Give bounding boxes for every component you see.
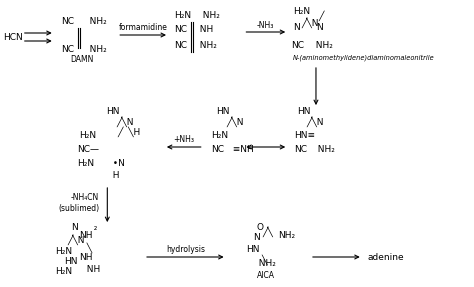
- Text: N: N: [72, 224, 78, 232]
- Text: -NH₃: -NH₃: [256, 20, 274, 30]
- Text: NH₂: NH₂: [254, 259, 276, 267]
- Text: NH₂: NH₂: [197, 11, 219, 20]
- Text: (sublimed): (sublimed): [58, 203, 100, 212]
- Text: HCN: HCN: [3, 34, 23, 42]
- Text: ╱  ╲H: ╱ ╲H: [117, 127, 140, 137]
- Text: NC: NC: [291, 42, 304, 51]
- Text: NH: NH: [80, 253, 93, 263]
- Text: ╱╲N: ╱╲N: [68, 235, 85, 245]
- Text: NC: NC: [62, 18, 74, 26]
- Text: ╱: ╱: [318, 11, 323, 21]
- Text: H₂N: H₂N: [210, 131, 228, 141]
- Text: NH₂: NH₂: [82, 46, 107, 55]
- Text: ≡NH: ≡NH: [227, 146, 253, 154]
- Text: H₂N: H₂N: [174, 11, 191, 20]
- Text: ₂: ₂: [89, 224, 98, 232]
- Text: O: O: [256, 224, 264, 232]
- Text: ╱╲N: ╱╲N: [116, 117, 134, 127]
- Text: H₂N: H₂N: [80, 131, 97, 141]
- Text: NC: NC: [294, 146, 307, 154]
- Text: hydrolysis: hydrolysis: [166, 245, 205, 255]
- Text: N: N: [293, 24, 300, 32]
- Text: AICA: AICA: [257, 271, 275, 280]
- Text: HN≡: HN≡: [294, 131, 315, 141]
- Text: ╱╲N: ╱╲N: [301, 18, 319, 28]
- Text: NH₂: NH₂: [278, 230, 295, 239]
- Text: HN: HN: [64, 257, 78, 267]
- Text: HN: HN: [246, 245, 260, 255]
- Text: H: H: [107, 170, 120, 179]
- Text: NC: NC: [62, 46, 74, 55]
- Text: NC—: NC—: [78, 146, 100, 154]
- Text: H₂N: H₂N: [78, 158, 95, 168]
- Text: N-(aminomethylidene)diaminomaleonitrile: N-(aminomethylidene)diaminomaleonitrile: [293, 55, 435, 61]
- Text: NH₂: NH₂: [310, 42, 333, 51]
- Text: N: N: [254, 234, 260, 243]
- Text: NC: NC: [174, 42, 187, 51]
- Text: NC: NC: [174, 26, 187, 34]
- Text: NH₂: NH₂: [194, 42, 217, 51]
- Text: •N: •N: [107, 158, 125, 168]
- Text: N: N: [316, 24, 323, 32]
- Text: H₂N: H₂N: [293, 7, 310, 16]
- Text: H₂N: H₂N: [55, 267, 72, 276]
- Text: ╱╲: ╱╲: [262, 227, 273, 237]
- Text: ╲: ╲: [261, 255, 267, 265]
- Text: NC: NC: [210, 146, 224, 154]
- Text: ╱╲N: ╱╲N: [227, 117, 244, 127]
- Text: DAMN: DAMN: [70, 55, 93, 65]
- Text: HN: HN: [217, 108, 230, 117]
- Text: NH: NH: [194, 26, 213, 34]
- Text: NH: NH: [82, 265, 101, 274]
- Text: NH: NH: [80, 230, 93, 239]
- Text: H₂N: H₂N: [55, 247, 72, 257]
- Text: formamidine: formamidine: [118, 24, 167, 32]
- Text: adenine: adenine: [368, 253, 404, 261]
- Text: -NH₄CN: -NH₄CN: [71, 193, 100, 201]
- Text: HN: HN: [106, 108, 120, 117]
- Text: ╲: ╲: [82, 243, 92, 253]
- Text: NH₂: NH₂: [82, 18, 107, 26]
- Text: +NH₃: +NH₃: [173, 135, 194, 144]
- Text: HN: HN: [297, 108, 310, 117]
- Text: ╱╲N: ╱╲N: [306, 117, 324, 127]
- Text: NH₂: NH₂: [312, 146, 335, 154]
